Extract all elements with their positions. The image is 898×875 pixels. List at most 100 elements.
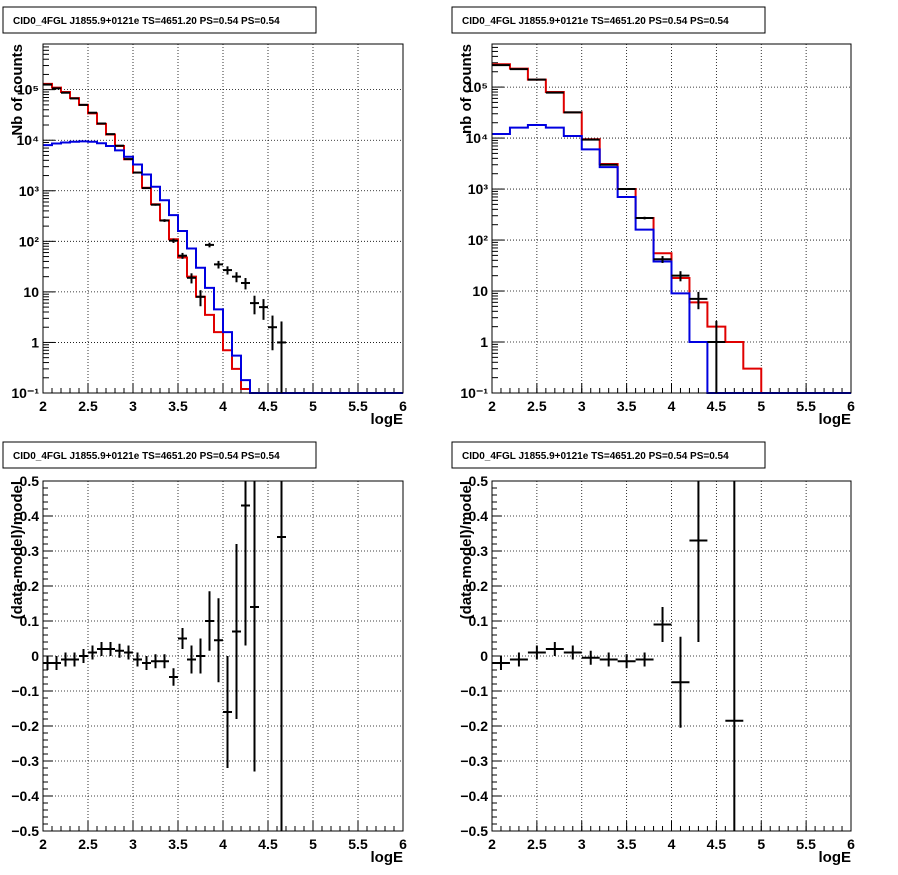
y-tick-label: 10: [23, 284, 39, 300]
data-point: [133, 652, 142, 667]
y-tick-label: 0.1: [20, 613, 40, 629]
data-point: [160, 654, 169, 669]
data-point: [187, 273, 196, 284]
y-tick-label: −0.2: [460, 718, 488, 734]
x-tick-label: 5.5: [796, 398, 816, 414]
x-tick-label: 4.5: [707, 836, 727, 852]
plot-area: 2 2.5 3 3.5 4 4.5 5 5.5 6 −0.5 −0.4 −0.3 −0.2 −0.1 0 0.…: [460, 473, 855, 852]
data-point: [599, 652, 618, 667]
data-point: [124, 158, 133, 161]
data-point: [635, 216, 654, 220]
data-point: [133, 171, 142, 174]
y-tick-label: −0.4: [460, 788, 488, 804]
model-total-histogram: [43, 82, 403, 394]
data-point: [671, 271, 690, 282]
data-point: [214, 260, 223, 269]
title-box: [2, 441, 317, 469]
data-point: [259, 299, 268, 320]
plot-area: 2 2.5 3 3.5 4 4.5 5 5.5 6 10⁻¹ 1 10 10² 10³ 10⁴ 10⁵: [460, 43, 855, 414]
data-point: [187, 645, 196, 674]
x-tick-label: 5: [309, 836, 317, 852]
plot-area: 2 2.5 3 3.5 4 4.5 5 5.5 6 −0.5 −0.4 −0.3 −0.2 −0.1 0 0.…: [11, 473, 407, 852]
y-tick-label: 0.5: [469, 473, 489, 489]
data-point: [250, 481, 259, 772]
title-box: [2, 6, 317, 34]
chart-title: CID0_4FGL J1855.9+0121e TS=4651.20 PS=0.…: [13, 451, 280, 462]
x-tick-label: 2: [39, 398, 47, 414]
y-tick-label: 10²: [19, 233, 40, 249]
plot-frame: [42, 43, 404, 394]
data-point: [545, 642, 564, 656]
x-tick-label: 3.5: [168, 398, 188, 414]
data-point: [653, 256, 672, 263]
x-tick-label: 3: [578, 398, 586, 414]
x-axis-label: logE: [371, 849, 404, 866]
data-point: [563, 645, 582, 660]
data-point: [232, 544, 241, 719]
x-tick-label: 6: [399, 836, 407, 852]
panel-top-right-counts: CID0_4FGL J1855.9+0121e TS=4651.20 PS=0.…: [451, 6, 855, 428]
y-tick-label: 10⁴: [17, 132, 40, 148]
y-axis-label: nb of counts: [458, 44, 475, 134]
data-point: [509, 652, 528, 667]
y-tick-label: 10⁻¹: [11, 385, 39, 401]
y-tick-label: −0.5: [460, 823, 488, 839]
data-point: [241, 481, 250, 646]
y-tick-label: 10⁵: [466, 79, 488, 95]
y-tick-label: 10⁵: [17, 82, 39, 98]
title-box: [451, 441, 766, 469]
x-tick-label: 4: [219, 398, 227, 414]
x-tick-label: 5: [757, 836, 765, 852]
x-tick-label: 2: [39, 836, 47, 852]
y-tick-label: 1: [31, 334, 39, 350]
chart-title: CID0_4FGL J1855.9+0121e TS=4651.20 PS=0.…: [462, 451, 729, 462]
y-tick-label: 0.4: [469, 508, 489, 524]
y-tick-label: 10²: [468, 232, 489, 248]
x-tick-label: 3: [129, 836, 137, 852]
data-point: [115, 643, 124, 658]
x-tick-label: 4.5: [258, 836, 278, 852]
data-point: [599, 163, 618, 166]
data-point: [124, 645, 133, 660]
data-point: [97, 642, 106, 656]
x-tick-label: 2.5: [78, 836, 98, 852]
y-tick-label: 0.1: [469, 613, 489, 629]
panel-bottom-right-residuals: CID0_4FGL J1855.9+0121e TS=4651.20 PS=0.…: [451, 441, 855, 866]
data-point: [689, 291, 708, 310]
y-tick-label: 0: [31, 648, 39, 664]
x-tick-label: 4.5: [258, 398, 278, 414]
y-tick-label: −0.5: [11, 823, 39, 839]
y-tick-label: −0.2: [11, 718, 39, 734]
data-point: [277, 481, 286, 831]
data-point: [689, 481, 708, 642]
data-point: [581, 650, 600, 665]
panel-bottom-left-residuals: CID0_4FGL J1855.9+0121e TS=4651.20 PS=0.…: [2, 441, 407, 866]
x-tick-label: 3: [129, 398, 137, 414]
y-tick-label: −0.1: [460, 683, 488, 699]
data-point: [250, 295, 259, 315]
x-tick-label: 2: [488, 836, 496, 852]
x-tick-label: 2.5: [527, 836, 547, 852]
x-tick-label: 4: [668, 836, 676, 852]
y-tick-label: 10⁻¹: [460, 385, 488, 401]
data-point: [160, 219, 169, 222]
data-point: [79, 649, 88, 663]
data-point: [492, 656, 510, 670]
data-point: [223, 266, 232, 275]
x-tick-label: 3.5: [617, 398, 637, 414]
x-tick-label: 5: [309, 398, 317, 414]
x-axis-label: logE: [819, 849, 852, 866]
y-tick-label: −0.3: [460, 753, 488, 769]
chart-title: CID0_4FGL J1855.9+0121e TS=4651.20 PS=0.…: [462, 16, 729, 27]
panel-top-left-counts: CID0_4FGL J1855.9+0121e TS=4651.20 PS=0.…: [2, 6, 407, 428]
data-point: [196, 638, 205, 674]
plot-area: 2 2.5 3 3.5 4 4.5 5 5.5 6 10⁻¹ 1 10 10² 10³ 10⁴ 10⁵: [11, 43, 407, 414]
x-tick-label: 3.5: [168, 836, 188, 852]
data-point: [617, 188, 636, 191]
data-point: [268, 315, 277, 351]
title-box: [451, 6, 766, 34]
x-tick-label: 4: [668, 398, 676, 414]
plot-frame: [491, 43, 852, 394]
data-point: [671, 636, 690, 728]
